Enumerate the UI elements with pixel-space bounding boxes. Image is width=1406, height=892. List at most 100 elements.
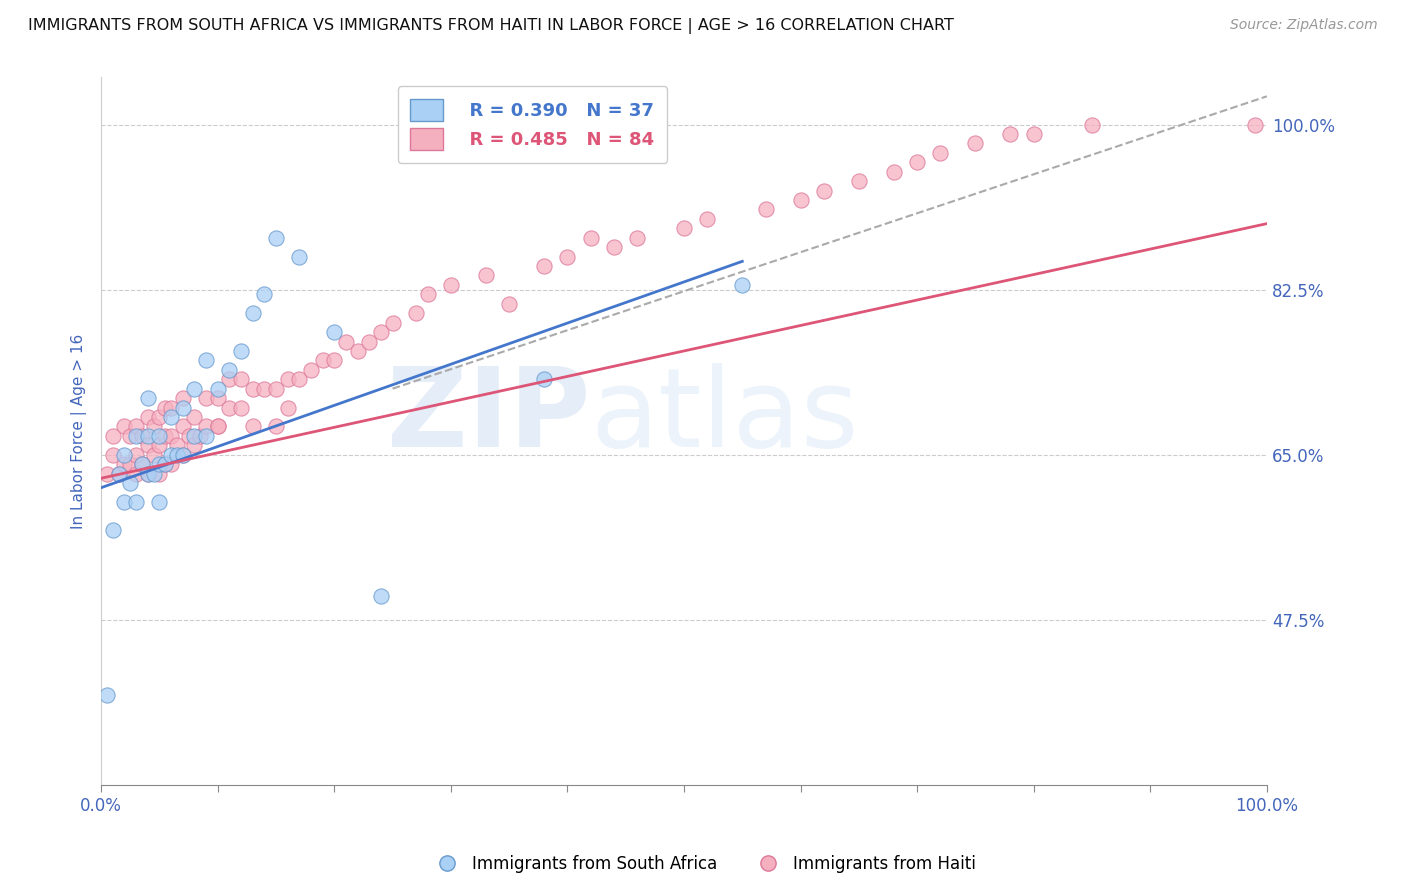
Point — [370, 589, 392, 603]
Point — [323, 325, 346, 339]
Point — [207, 382, 229, 396]
Point — [264, 382, 287, 396]
Point — [148, 457, 170, 471]
Point — [207, 419, 229, 434]
Point — [148, 438, 170, 452]
Legend: Immigrants from South Africa, Immigrants from Haiti: Immigrants from South Africa, Immigrants… — [425, 848, 981, 880]
Point — [136, 467, 159, 481]
Point — [905, 155, 928, 169]
Point — [359, 334, 381, 349]
Point — [148, 495, 170, 509]
Point — [218, 401, 240, 415]
Point — [242, 382, 264, 396]
Point — [533, 372, 555, 386]
Point — [218, 372, 240, 386]
Point — [696, 211, 718, 226]
Point — [160, 429, 183, 443]
Point — [335, 334, 357, 349]
Legend:   R = 0.390   N = 37,   R = 0.485   N = 84: R = 0.390 N = 37, R = 0.485 N = 84 — [398, 87, 666, 163]
Point — [160, 457, 183, 471]
Point — [131, 457, 153, 471]
Point — [277, 372, 299, 386]
Point — [114, 448, 136, 462]
Point — [416, 287, 439, 301]
Text: atlas: atlas — [591, 363, 859, 470]
Point — [125, 467, 148, 481]
Point — [264, 231, 287, 245]
Point — [142, 448, 165, 462]
Point — [264, 419, 287, 434]
Point — [188, 429, 211, 443]
Point — [195, 353, 218, 368]
Point — [965, 136, 987, 151]
Point — [195, 419, 218, 434]
Point — [579, 231, 602, 245]
Point — [557, 250, 579, 264]
Point — [277, 401, 299, 415]
Point — [789, 193, 811, 207]
Point — [148, 429, 170, 443]
Point — [323, 353, 346, 368]
Point — [755, 202, 778, 217]
Point — [131, 429, 153, 443]
Point — [381, 316, 404, 330]
Point — [107, 467, 129, 481]
Point — [136, 467, 159, 481]
Point — [207, 419, 229, 434]
Point — [440, 277, 463, 292]
Point — [172, 391, 194, 405]
Point — [229, 343, 252, 358]
Point — [166, 448, 188, 462]
Point — [183, 409, 205, 424]
Point — [475, 268, 498, 283]
Point — [136, 438, 159, 452]
Point — [172, 401, 194, 415]
Point — [96, 688, 118, 702]
Point — [288, 250, 311, 264]
Point — [370, 325, 392, 339]
Point — [288, 372, 311, 386]
Point — [148, 467, 170, 481]
Point — [172, 448, 194, 462]
Point — [731, 277, 754, 292]
Point — [195, 429, 218, 443]
Point — [1081, 118, 1104, 132]
Point — [155, 457, 177, 471]
Text: Source: ZipAtlas.com: Source: ZipAtlas.com — [1230, 18, 1378, 32]
Point — [405, 306, 427, 320]
Point — [101, 429, 124, 443]
Point — [626, 231, 648, 245]
Point — [603, 240, 626, 254]
Point — [114, 495, 136, 509]
Point — [131, 457, 153, 471]
Point — [242, 306, 264, 320]
Point — [183, 429, 205, 443]
Point — [218, 363, 240, 377]
Point — [311, 353, 333, 368]
Point — [166, 438, 188, 452]
Point — [125, 495, 148, 509]
Point — [148, 409, 170, 424]
Point — [883, 165, 905, 179]
Point — [142, 467, 165, 481]
Point — [114, 419, 136, 434]
Point — [207, 391, 229, 405]
Point — [155, 401, 177, 415]
Point — [533, 259, 555, 273]
Point — [160, 401, 183, 415]
Point — [155, 457, 177, 471]
Point — [253, 382, 276, 396]
Point — [253, 287, 276, 301]
Point — [183, 438, 205, 452]
Point — [125, 448, 148, 462]
Point — [672, 221, 695, 235]
Point — [155, 429, 177, 443]
Point — [160, 409, 183, 424]
Point — [1244, 118, 1267, 132]
Point — [172, 419, 194, 434]
Point — [848, 174, 870, 188]
Point — [125, 429, 148, 443]
Point — [96, 467, 118, 481]
Point — [114, 457, 136, 471]
Point — [1022, 127, 1045, 141]
